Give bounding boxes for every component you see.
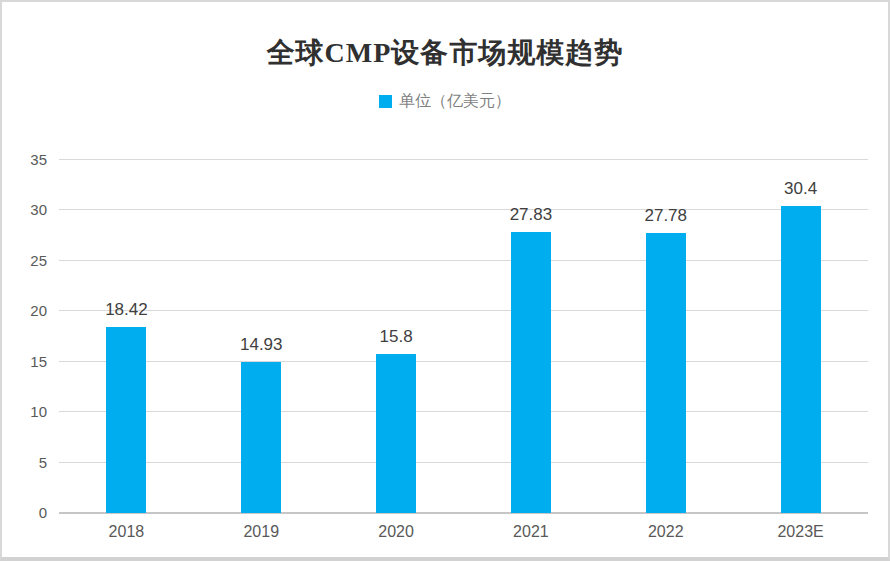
bar-value-label: 27.83 — [486, 205, 576, 225]
y-tick-label: 35 — [2, 151, 47, 169]
bar-value-label: 15.8 — [351, 327, 441, 347]
y-tick-label: 0 — [2, 504, 47, 522]
x-tick-label: 2023E — [733, 523, 868, 541]
bar-2023E — [781, 206, 821, 513]
chart-frame: 全球CMP设备市场规模趋势 单位（亿美元） 18.42 14.93 15.8 27.8… — [0, 0, 890, 561]
bar-2018 — [106, 327, 146, 513]
y-tick-label: 20 — [2, 302, 47, 320]
x-tick-label: 2021 — [464, 523, 599, 541]
y-tick-label: 25 — [2, 252, 47, 270]
bar-2021 — [511, 232, 551, 513]
gridline — [59, 159, 868, 160]
y-tick-label: 10 — [2, 403, 47, 421]
x-tick-label: 2020 — [329, 523, 464, 541]
legend-swatch-icon — [379, 95, 392, 108]
bar-value-label: 18.42 — [81, 300, 171, 320]
gridline — [59, 209, 868, 210]
bar-2019 — [241, 362, 281, 513]
chart-legend: 单位（亿美元） — [2, 91, 888, 112]
gridline — [59, 411, 868, 412]
x-tick-label: 2022 — [598, 523, 733, 541]
chart-title: 全球CMP设备市场规模趋势 — [2, 34, 888, 72]
gridline — [59, 260, 868, 261]
bar-value-label: 27.78 — [621, 206, 711, 226]
gridline — [59, 310, 868, 311]
x-tick-label: 2019 — [194, 523, 329, 541]
bar-value-label: 14.93 — [216, 335, 306, 355]
y-tick-label: 30 — [2, 201, 47, 219]
y-tick-label: 15 — [2, 353, 47, 371]
x-axis-line — [59, 512, 868, 514]
gridline — [59, 361, 868, 362]
x-tick-label: 2018 — [59, 523, 194, 541]
gridline — [59, 462, 868, 463]
bar-value-label: 30.4 — [756, 179, 846, 199]
bar-2020 — [376, 354, 416, 513]
legend-label: 单位（亿美元） — [399, 91, 511, 112]
bar-2022 — [646, 233, 686, 513]
plot-area: 18.42 14.93 15.8 27.83 27.78 30.4 — [59, 160, 868, 513]
y-tick-label: 5 — [2, 454, 47, 472]
